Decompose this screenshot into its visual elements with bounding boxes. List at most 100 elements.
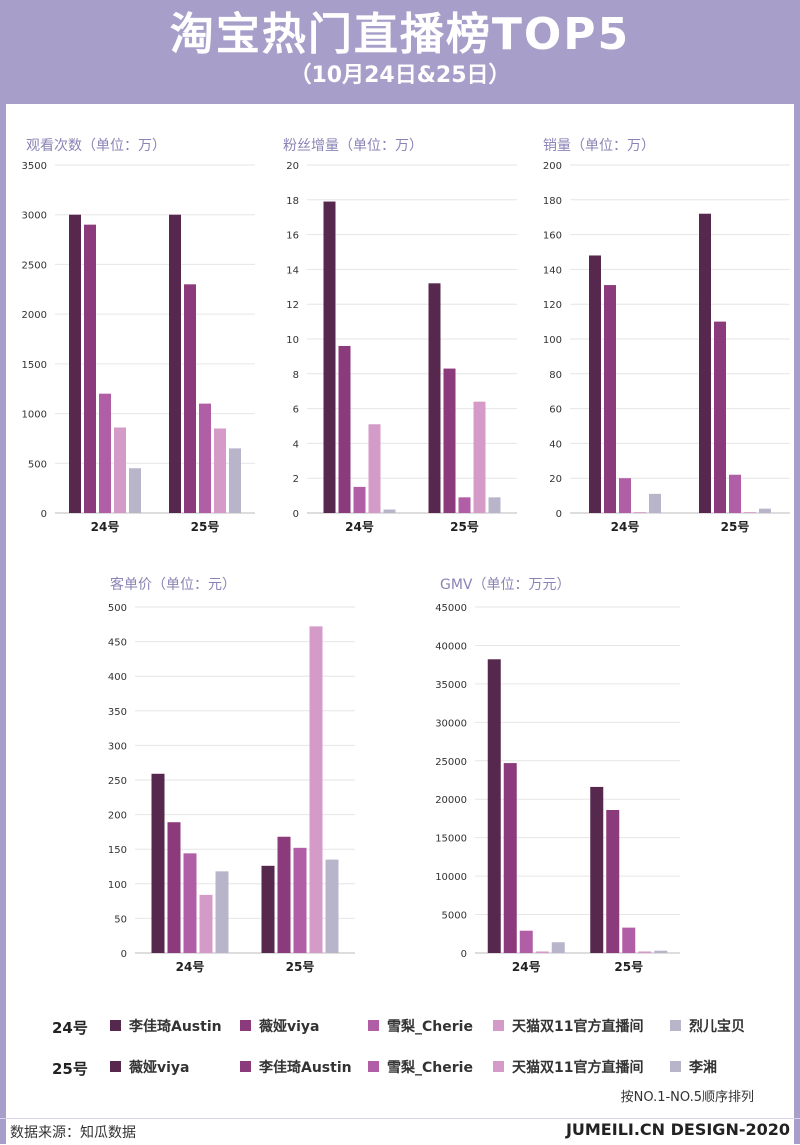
bar	[535, 951, 549, 953]
legend-item-25-5: 李湘	[670, 1056, 717, 1080]
chart-views-svg: 0 500 1000 1500 2000 2500 3000 3500 24号 25号	[22, 161, 255, 534]
legend-swatch	[240, 1061, 251, 1072]
y-tick-label: 0	[461, 949, 467, 960]
bar	[589, 255, 601, 513]
legend-label-25: 25号	[52, 1060, 88, 1078]
bar	[215, 871, 229, 953]
bar	[167, 822, 181, 953]
x-tick-label: 25号	[614, 959, 643, 974]
page-title: 淘宝热门直播榜TOP5	[169, 9, 631, 60]
y-tick-label: 12	[286, 300, 299, 311]
page-subtitle: （10月24日&25日）	[289, 63, 511, 88]
x-tick-label: 24号	[512, 959, 541, 974]
bar	[590, 786, 604, 953]
y-tick-label: 450	[108, 638, 127, 649]
bar	[634, 512, 646, 513]
y-tick-label: 2500	[22, 260, 47, 271]
bar	[383, 509, 396, 513]
y-tick-label: 250	[108, 776, 127, 787]
bar	[488, 497, 501, 513]
y-tick-label: 20	[549, 474, 562, 485]
bar	[309, 626, 323, 953]
bar	[214, 428, 226, 513]
legend-swatch	[368, 1061, 379, 1072]
y-tick-label: 1000	[22, 410, 47, 421]
bar	[503, 763, 517, 953]
y-tick-label: 30000	[435, 718, 467, 729]
bar	[619, 478, 631, 513]
y-tick-label: 1500	[22, 360, 47, 371]
legend-text: 薇娅viya	[259, 1019, 320, 1035]
y-tick-label: 50	[114, 914, 127, 925]
legend-text: 薇娅viya	[129, 1060, 190, 1076]
bar	[338, 345, 351, 513]
y-tick-label: 40	[549, 439, 562, 450]
bar	[84, 224, 96, 513]
bar	[604, 285, 616, 513]
bar	[714, 321, 726, 513]
chart-fans-title: 粉丝增量（单位：万）	[283, 138, 423, 154]
chart-sales-svg: 0 20 40 60 80 100 120 140 160 180 200 24号 25号	[543, 161, 790, 534]
legend-item-24-1: 李佳琦Austin	[110, 1015, 222, 1039]
bar	[729, 474, 741, 513]
y-tick-label: 40000	[435, 641, 467, 652]
y-tick-label: 200	[108, 811, 127, 822]
y-tick-label: 4	[293, 439, 299, 450]
y-tick-label: 100	[543, 335, 562, 346]
bar	[622, 927, 636, 953]
legend-swatch	[670, 1061, 681, 1072]
legend-item-25-1: 薇娅viya	[110, 1056, 190, 1080]
y-tick-label: 0	[293, 509, 299, 520]
y-tick-label: 200	[543, 161, 562, 172]
legend-text: 天猫双11官方直播间	[512, 1060, 644, 1076]
bar	[744, 512, 756, 513]
bar	[473, 401, 486, 513]
brand-credit: JUMEILI.CN DESIGN-2020	[565, 1120, 790, 1139]
chart-gmv: 0 5000 10000 15000 20000 25000 30000 35000 40000…	[415, 600, 695, 980]
chart-views-title: 观看次数（单位：万）	[26, 138, 166, 154]
order-note: 按NO.1-NO.5顺序排列	[620, 1090, 754, 1105]
y-tick-label: 120	[543, 300, 562, 311]
bar	[606, 809, 620, 953]
bar	[199, 403, 211, 513]
legend-item-24-2: 薇娅viya	[240, 1015, 320, 1039]
bar	[323, 201, 336, 513]
y-tick-label: 15000	[435, 834, 467, 845]
bar	[261, 865, 275, 953]
x-tick-label: 25号	[721, 519, 750, 534]
y-tick-label: 3500	[22, 161, 47, 172]
y-tick-label: 35000	[435, 680, 467, 691]
legend-text: 雪梨_Cherie	[387, 1019, 473, 1035]
y-tick-label: 6	[293, 405, 299, 416]
y-tick-label: 18	[286, 196, 299, 207]
chart-sales-title: 销量（单位：万）	[543, 138, 655, 154]
y-tick-label: 500	[108, 603, 127, 614]
bar	[277, 836, 291, 953]
chart-fans: 0 2 4 6 8 10 12 14 16 18 20 24号 25号	[262, 160, 527, 540]
bar	[183, 853, 197, 953]
x-tick-label: 24号	[176, 959, 205, 974]
y-tick-label: 2000	[22, 310, 47, 321]
y-tick-label: 100	[108, 880, 127, 891]
chart-price: 0 50 100 150 200 250 300 350 400 450 500 24号 25号	[80, 600, 370, 980]
bar	[129, 468, 141, 513]
bar	[368, 424, 381, 513]
y-tick-label: 10	[286, 335, 299, 346]
bar	[325, 859, 339, 953]
legend-swatch	[110, 1061, 121, 1072]
legend-swatch	[368, 1020, 379, 1031]
bar	[69, 214, 81, 513]
legend-item-25-3: 雪梨_Cherie	[368, 1056, 473, 1080]
chart-views: 0 500 1000 1500 2000 2500 3000 3500 24号 25号	[0, 160, 270, 540]
y-tick-label: 140	[543, 265, 562, 276]
bar	[638, 951, 652, 953]
legend-text: 烈儿宝贝	[689, 1019, 745, 1035]
legend-row-24: 李佳琦Austin 薇娅viya 雪梨_Cherie 天猫双11官方直播间 烈儿…	[110, 1015, 790, 1039]
y-tick-label: 10000	[435, 872, 467, 883]
bar	[229, 448, 241, 513]
legend-item-24-3: 雪梨_Cherie	[368, 1015, 473, 1039]
bar	[99, 393, 111, 513]
footer: 数据来源：知瓜数据 JUMEILI.CN DESIGN-2020	[0, 1118, 800, 1145]
y-tick-label: 14	[286, 265, 299, 276]
y-tick-label: 45000	[435, 603, 467, 614]
